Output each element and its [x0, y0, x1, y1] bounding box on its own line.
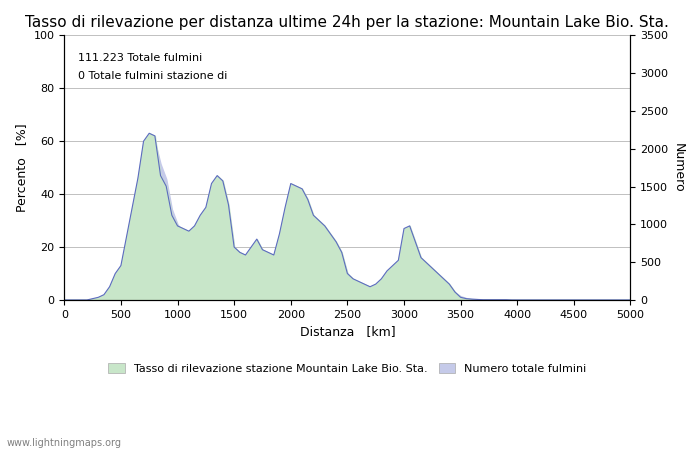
Text: www.lightningmaps.org: www.lightningmaps.org	[7, 438, 122, 448]
Text: 111.223 Totale fulmini: 111.223 Totale fulmini	[78, 53, 203, 63]
Y-axis label: Numero: Numero	[672, 143, 685, 193]
Text: 0 Totale fulmini stazione di: 0 Totale fulmini stazione di	[78, 71, 228, 81]
X-axis label: Distanza   [km]: Distanza [km]	[300, 325, 395, 338]
Y-axis label: Percento   [%]: Percento [%]	[15, 123, 28, 212]
Title: Tasso di rilevazione per distanza ultime 24h per la stazione: Mountain Lake Bio.: Tasso di rilevazione per distanza ultime…	[25, 15, 669, 30]
Legend: Tasso di rilevazione stazione Mountain Lake Bio. Sta., Numero totale fulmini: Tasso di rilevazione stazione Mountain L…	[104, 359, 591, 378]
